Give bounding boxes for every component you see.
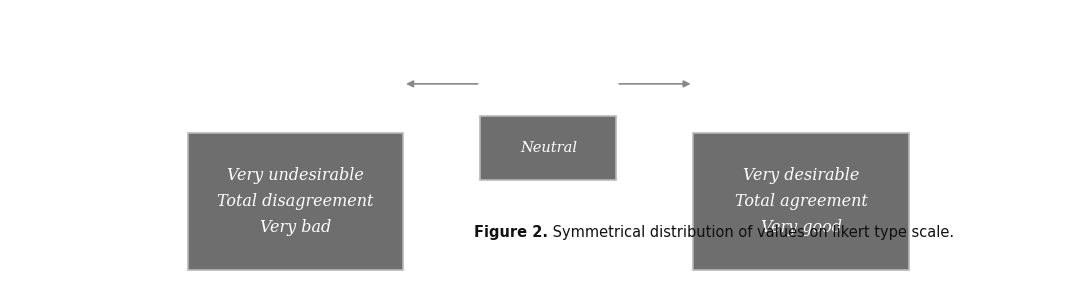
- FancyBboxPatch shape: [693, 133, 910, 270]
- Text: Symmetrical distribution of values on likert type scale.: Symmetrical distribution of values on li…: [549, 225, 954, 240]
- FancyBboxPatch shape: [187, 133, 403, 270]
- Text: Figure 2.: Figure 2.: [474, 225, 549, 240]
- FancyBboxPatch shape: [480, 116, 616, 180]
- Text: Very undesirable
Total disagreement
Very bad: Very undesirable Total disagreement Very…: [217, 167, 373, 236]
- Text: Neutral: Neutral: [520, 141, 577, 155]
- Text: Very desirable
Total agreement
Very good: Very desirable Total agreement Very good: [735, 167, 868, 236]
